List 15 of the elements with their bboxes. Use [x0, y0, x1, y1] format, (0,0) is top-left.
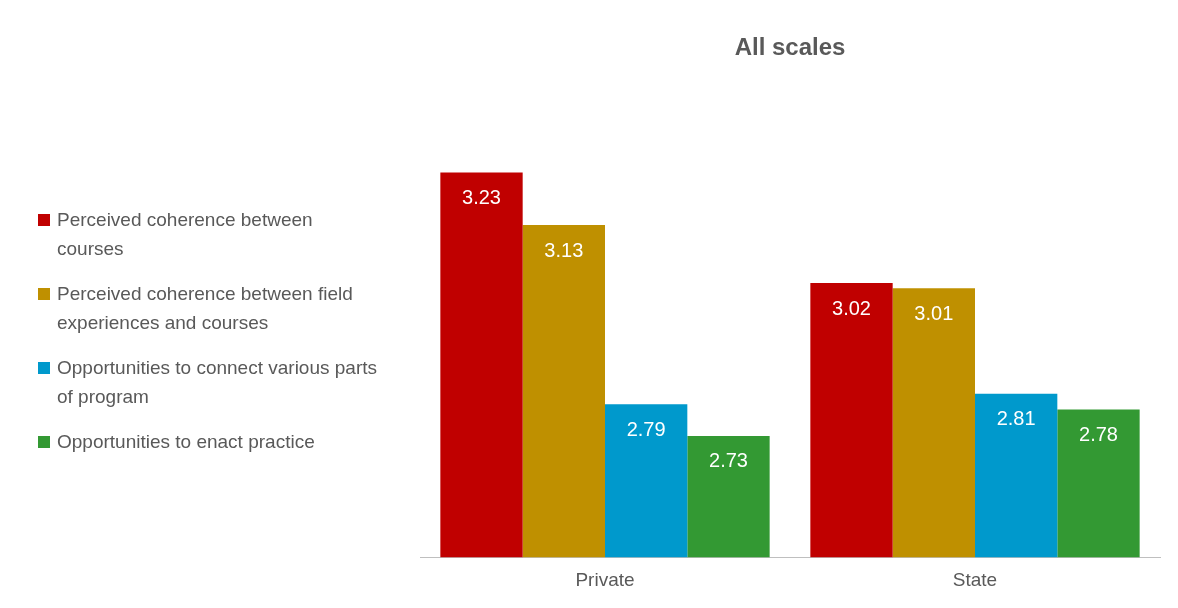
data-label: 2.79 [626, 417, 666, 440]
legend-label: Perceived coherence between field experiences and courses [57, 282, 354, 335]
data-label: 3.01 [914, 301, 954, 324]
data-label: 3.13 [544, 238, 584, 261]
data-label: 2.73 [709, 449, 748, 472]
data-label: 3.23 [462, 185, 501, 208]
chart-title: All scales [734, 33, 846, 61]
data-label: 3.02 [832, 296, 871, 319]
legend-label: Opportunities to connect various parts of program [57, 356, 378, 409]
x-tick-label: State [952, 568, 998, 590]
data-label: 2.78 [1079, 423, 1118, 446]
legend-label: Opportunities to enact practice [57, 430, 315, 454]
data-label: 2.81 [996, 407, 1036, 430]
legend-label: Perceived coherence between courses [57, 208, 314, 261]
x-tick-label: Private [575, 568, 635, 590]
